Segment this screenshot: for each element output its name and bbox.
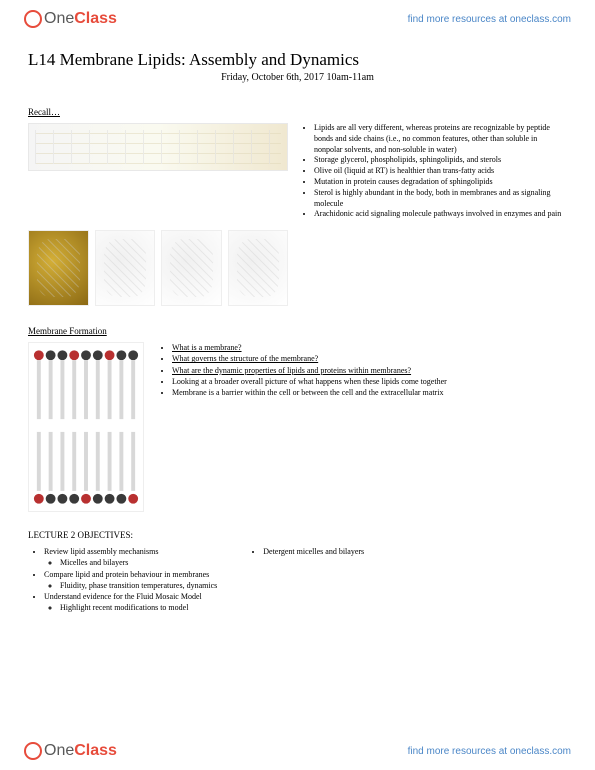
objective-subitem: Fluidity, phase transition temperatures,… [60,580,217,591]
recall-section: Lipids are all very different, whereas p… [28,123,567,220]
formation-section: What is a membrane?What governs the stru… [28,342,567,512]
formation-bullet: Looking at a broader overall picture of … [172,376,447,387]
brand-name-footer: OneClass [44,742,117,760]
brand-logo-footer: OneClass [24,742,117,760]
brand-bold: Class [74,10,117,27]
formation-list: What is a membrane?What governs the stru… [156,342,447,512]
formation-bullet: Membrane is a barrier within the cell or… [172,387,447,398]
brand-icon [24,742,42,760]
molecule-figures [28,230,288,306]
recall-bullet: Storage glycerol, phospholipids, sphingo… [314,155,567,166]
objective-subitem: Micelles and bilayers [60,557,217,568]
recall-list: Lipids are all very different, whereas p… [298,123,567,220]
fatty-acid-figure [228,230,289,306]
recall-bullet: Lipids are all very different, whereas p… [314,123,567,155]
resources-link-footer[interactable]: find more resources at oneclass.com [408,746,571,757]
recall-bullet: Mutation in protein causes degradation o… [314,177,567,188]
sphingolipid-figure [161,230,222,306]
brand-logo: OneClass [24,10,117,28]
recall-bullet: Arachidonic acid signaling molecule path… [314,209,567,220]
recall-heading: Recall… [28,107,567,117]
brand-prefix: One [44,742,74,759]
objective-item: Review lipid assembly mechanismsMicelles… [44,546,217,568]
objective-item: Understand evidence for the Fluid Mosaic… [44,591,217,613]
objectives-left: Review lipid assembly mechanismsMicelles… [28,546,217,613]
document-body: L14 Membrane Lipids: Assembly and Dynami… [0,38,595,617]
brand-prefix: One [44,10,74,27]
objective-item: Compare lipid and protein behaviour in m… [44,569,217,591]
formation-heading: Membrane Formation [28,326,567,336]
formation-bullet: What governs the structure of the membra… [172,353,447,364]
recall-bullet: Olive oil (liquid at RT) is healthier th… [314,166,567,177]
lipid-bilayer-figure [28,342,144,512]
objectives-right: Detergent micelles and bilayers [247,546,364,613]
formation-bullet: What are the dynamic properties of lipid… [172,365,447,376]
brand-icon [24,10,42,28]
sterol-figure [28,230,89,306]
formation-bullet: What is a membrane? [172,342,447,353]
objectives-section: Review lipid assembly mechanismsMicelles… [28,546,567,613]
page-title: L14 Membrane Lipids: Assembly and Dynami… [28,50,567,70]
resources-link[interactable]: find more resources at oneclass.com [408,14,571,25]
recall-bullet: Sterol is highly abundant in the body, b… [314,188,567,210]
brand-name: OneClass [44,10,117,28]
lipid-classification-figure [28,123,288,171]
protein-structure-figure [95,230,156,306]
lecture-date: Friday, October 6th, 2017 10am-11am [28,72,567,83]
objective-subitem: Highlight recent modifications to model [60,602,217,613]
objective-item: Detergent micelles and bilayers [263,546,364,557]
objectives-heading: LECTURE 2 OBJECTIVES: [28,530,567,540]
brand-bold: Class [74,742,117,759]
